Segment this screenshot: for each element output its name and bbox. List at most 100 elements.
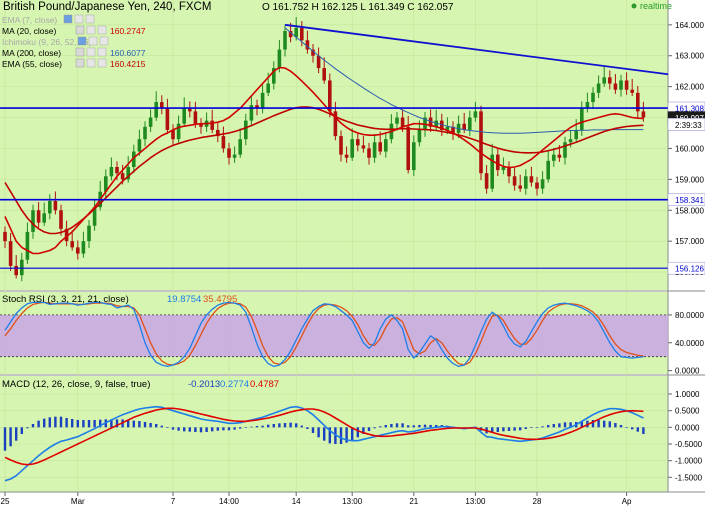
macd-histogram-bar (132, 420, 135, 428)
candle-down (322, 68, 326, 81)
candle-up (109, 167, 114, 177)
candle-up (395, 117, 399, 124)
macd-histogram-bar (194, 427, 197, 432)
macd-histogram-bar (82, 420, 85, 428)
macd-histogram-bar (37, 420, 40, 428)
macd-histogram-bar (110, 419, 113, 428)
candle-up (490, 154, 494, 189)
indicator-legend[interactable]: EMA (7, close)MA (20, close) 160.2747 Ichi… (2, 14, 146, 69)
macd-tick-label: 0.5000 (675, 407, 700, 416)
macd-histogram-bar (502, 427, 505, 432)
macd-histogram-bar (519, 427, 522, 431)
visibility-toggle-icon (86, 47, 96, 57)
macd-histogram-bar (563, 422, 567, 428)
price-pane-background (0, 0, 668, 290)
macd-histogram-bar (642, 427, 645, 434)
candle-up (546, 160, 550, 180)
price-axis-background (668, 0, 705, 506)
macd-histogram-bar (351, 427, 354, 440)
macd-histogram-bar (127, 420, 130, 428)
time-tick-label: Mar (71, 497, 85, 506)
candle-up (294, 27, 298, 38)
candle-down (36, 210, 41, 223)
price-level-tag-text: 161.308 (675, 105, 704, 114)
close-icon (85, 14, 95, 24)
macd-histogram-bar (323, 427, 326, 441)
visibility-toggle-icon (88, 36, 98, 46)
candle-down (512, 176, 517, 186)
macd-histogram-bar (507, 427, 511, 431)
price-tick-label: 162.000 (675, 83, 704, 92)
ema55-line (4, 106, 644, 235)
candle-down (400, 117, 405, 127)
candle-down (53, 201, 58, 211)
candle-up (154, 102, 158, 118)
macd-histogram-bar (87, 420, 91, 428)
legend-value: 160.6077 (110, 48, 146, 58)
trendline (284, 23, 669, 76)
candle-down (221, 136, 226, 149)
settings-icon (75, 25, 85, 35)
candle-down (316, 55, 321, 69)
legend-label: MA (20, close) (2, 26, 56, 36)
macd-histogram-bar (591, 420, 595, 428)
candle-down (484, 173, 489, 189)
macd-histogram-bar (289, 422, 292, 428)
candle-up (182, 108, 186, 124)
macd-histogram-bar (272, 424, 275, 428)
macd-histogram-bar (636, 427, 639, 432)
candle-up (372, 142, 377, 158)
time-tick-label: 13:00 (465, 497, 486, 506)
candle-down (529, 176, 534, 183)
macd-tick-label: -0.5000 (675, 440, 703, 449)
candle-up (563, 142, 567, 158)
macd-histogram-bar (138, 421, 141, 428)
candle-down (636, 92, 640, 112)
candle-down (199, 123, 203, 127)
candle-down (462, 123, 466, 130)
candle-down (641, 111, 646, 118)
candle-down (608, 77, 612, 84)
macd-histogram-bar (59, 416, 63, 428)
candle-up (148, 117, 153, 127)
time-tick-label: 14 (292, 497, 301, 506)
price-level-tag-text: 158.341 (675, 196, 704, 205)
macd-histogram-bar (379, 426, 382, 428)
legend-value: 160.4215 (110, 59, 146, 69)
macd-histogram-bar (43, 418, 46, 428)
legend-value: 160.2747 (110, 26, 146, 36)
stoch-label: Stoch RSI (3, 3, 21, 21, close) (2, 294, 129, 305)
macd-legend[interactable]: MACD (12, 26, close, 9, false, true) -0.… (2, 379, 279, 390)
stoch-tick-label: 0.0000 (675, 367, 700, 376)
macd-histogram-bar (569, 422, 572, 428)
macd-histogram-bar (3, 427, 7, 451)
macd-histogram-bar (317, 427, 320, 438)
candle-up (20, 259, 24, 276)
candle-up (266, 83, 270, 93)
overlay-layer (0, 23, 669, 269)
candle-down (188, 108, 192, 112)
indicator-layer (0, 301, 668, 482)
candle-down (496, 154, 500, 171)
visibility-toggle-icon (86, 58, 96, 68)
candle-down (535, 182, 539, 189)
macd-histogram-bar (31, 424, 35, 428)
stoch-legend[interactable]: Stoch RSI (3, 3, 21, 21, close) 19.8754 … (2, 294, 237, 305)
macd-histogram-bar (160, 425, 163, 428)
candle-up (283, 31, 287, 50)
macd-histogram-bar (491, 427, 494, 433)
candle-down (210, 120, 214, 130)
price-level-tag (667, 193, 705, 207)
candle-down (328, 80, 332, 112)
macd-histogram-bar (166, 427, 169, 428)
candle-up (132, 151, 136, 167)
candlestick-layer (3, 17, 646, 282)
candle-down (8, 241, 13, 266)
legend-label: EMA (7, close) (2, 15, 57, 25)
macd-histogram-bar (255, 426, 259, 428)
macd-histogram-bar (496, 427, 499, 432)
chart-title: British Pound/Japanese Yen, 240, FXCM (3, 1, 211, 13)
macd-histogram-bar (614, 423, 617, 428)
macd-histogram-bar (115, 419, 119, 428)
